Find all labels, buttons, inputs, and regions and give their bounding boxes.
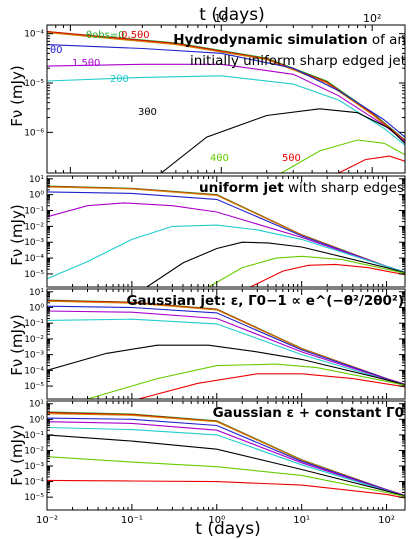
y-tick-label: 10¹ <box>29 400 44 410</box>
panel-3-title: Gaussian jet: ε, Γ0−1 ∝ e^(−θ²/2θ0²) <box>126 293 404 309</box>
y-tick-label: 10⁻⁵ <box>24 382 44 392</box>
curve-group <box>47 411 405 499</box>
series-line <box>47 417 405 496</box>
panel-4: 10¹ 10⁰ 10⁻¹ 10⁻² 10⁻³ 10⁻⁴ 10⁻⁵ 10⁻² 10⁻¹ 10⁰ 10¹… <box>24 400 406 526</box>
y-tick-label: 10⁻² <box>24 446 44 456</box>
y-axis-label-panel-1: Fν (mJy) <box>8 65 26 126</box>
curve-group <box>47 299 405 399</box>
label-1p5-theta0: 1.5θ0 <box>72 58 100 69</box>
y-tick-label: 10⁰ <box>29 415 44 425</box>
y-tick-label: 10⁻⁵ <box>24 79 44 89</box>
top-axis-label: t (days) <box>199 5 264 25</box>
x-tick-label-top: 10 <box>214 12 228 25</box>
series-line <box>47 224 405 280</box>
label-4-theta0: 4θ0 <box>210 153 229 164</box>
panel-frame <box>46 24 406 174</box>
y-tick-label: 10⁻⁴ <box>24 30 44 40</box>
panel-1-title-line1: Hydrodynamic simulation of an <box>173 32 406 48</box>
series-line <box>47 412 405 496</box>
series-line <box>146 241 405 287</box>
panel-1-title-line2: initially uniform sharp edged jet <box>190 53 406 69</box>
curve-group <box>47 185 405 287</box>
series-line <box>160 108 405 173</box>
y-tick-label: 10⁻⁵ <box>24 493 44 503</box>
y-tick-label: 10⁻⁴ <box>24 478 44 488</box>
label-theta-obs-0: θobs=0 <box>86 30 125 41</box>
panel-3: 10¹ 10⁰ 10⁻¹ 10⁻² 10⁻³ 10⁻⁴ 10⁻⁵ <box>24 288 406 400</box>
y-tick-label: 10⁻¹ <box>24 431 44 441</box>
series-line <box>281 139 405 173</box>
y-tick-label: 10⁻⁵ <box>24 270 44 280</box>
series-line <box>250 263 405 287</box>
y-tick-label: 10¹ <box>29 288 44 298</box>
y-tick-label: 10⁻³ <box>24 351 44 361</box>
label-2-theta0: 2θ0 <box>110 74 129 85</box>
y-tick-label: 10⁻³ <box>24 462 44 472</box>
x-tick-label: 10² <box>378 515 395 526</box>
series-line <box>138 373 405 399</box>
y-axis-label-panel-3: Fν (mJy) <box>8 314 26 375</box>
label-half-theta0: ,0.5θ0 <box>118 30 150 41</box>
y-tick-label: 10⁻² <box>24 222 44 232</box>
y-tick-label: 10⁰ <box>29 191 44 201</box>
y-tick-label: 10⁻¹ <box>24 207 44 217</box>
series-line <box>47 421 405 496</box>
x-tick-label: 10⁰ <box>208 515 225 526</box>
label-5-theta0: 5θ0 <box>282 153 301 164</box>
series-line <box>208 255 405 287</box>
y-tick-label: 10⁰ <box>29 303 44 313</box>
series-line <box>47 434 405 497</box>
bottom-axis-label: t (days) <box>195 519 260 539</box>
series-line <box>47 191 405 273</box>
y-tick-label: 10⁻⁴ <box>24 366 44 376</box>
y-axis-label-panel-2: Fν (mJy) <box>8 204 26 265</box>
series-line <box>87 363 405 399</box>
panel-2: 10¹ 10⁰ 10⁻¹ 10⁻² 10⁻³ 10⁻⁴ 10⁻⁵ <box>24 175 406 288</box>
label-3-theta0: 3θ0 <box>138 107 157 118</box>
y-tick-label: 10⁻¹ <box>24 319 44 329</box>
series-line <box>47 32 405 142</box>
x-tick-label: 10⁻² <box>36 515 58 526</box>
x-tick-label: 10¹ <box>293 515 310 526</box>
panel-2-title: uniform jet with sharp edges <box>199 180 404 196</box>
x-tick-label: 10⁻¹ <box>121 515 143 526</box>
label-theta0: θ0 <box>50 45 62 56</box>
y-tick-label: 10⁻³ <box>24 238 44 248</box>
series-line <box>47 75 405 146</box>
series-line <box>338 155 405 173</box>
series-line <box>47 310 405 385</box>
series-line <box>47 413 405 496</box>
y-tick-label: 10⁻² <box>24 335 44 345</box>
series-line <box>47 411 405 496</box>
series-line <box>47 456 405 498</box>
y-tick-label: 10⁻⁴ <box>24 254 44 264</box>
y-tick-label: 10¹ <box>29 175 44 185</box>
panel-4-title: Gaussian ε + constant Γ0 <box>213 405 404 421</box>
series-line <box>47 44 405 138</box>
series-line <box>47 344 405 386</box>
y-axis-label-panel-4: Fν (mJy) <box>8 424 26 485</box>
panel-1: 10⁻⁴ 10⁻⁵ 10⁻⁶ 10 10² <box>24 12 406 174</box>
y-tick-label: 10⁻⁶ <box>24 128 44 138</box>
series-line <box>47 479 405 499</box>
series-line <box>47 63 405 143</box>
series-line <box>47 305 405 385</box>
curve-group <box>47 31 405 173</box>
x-tick-label-top: 10² <box>363 12 381 25</box>
